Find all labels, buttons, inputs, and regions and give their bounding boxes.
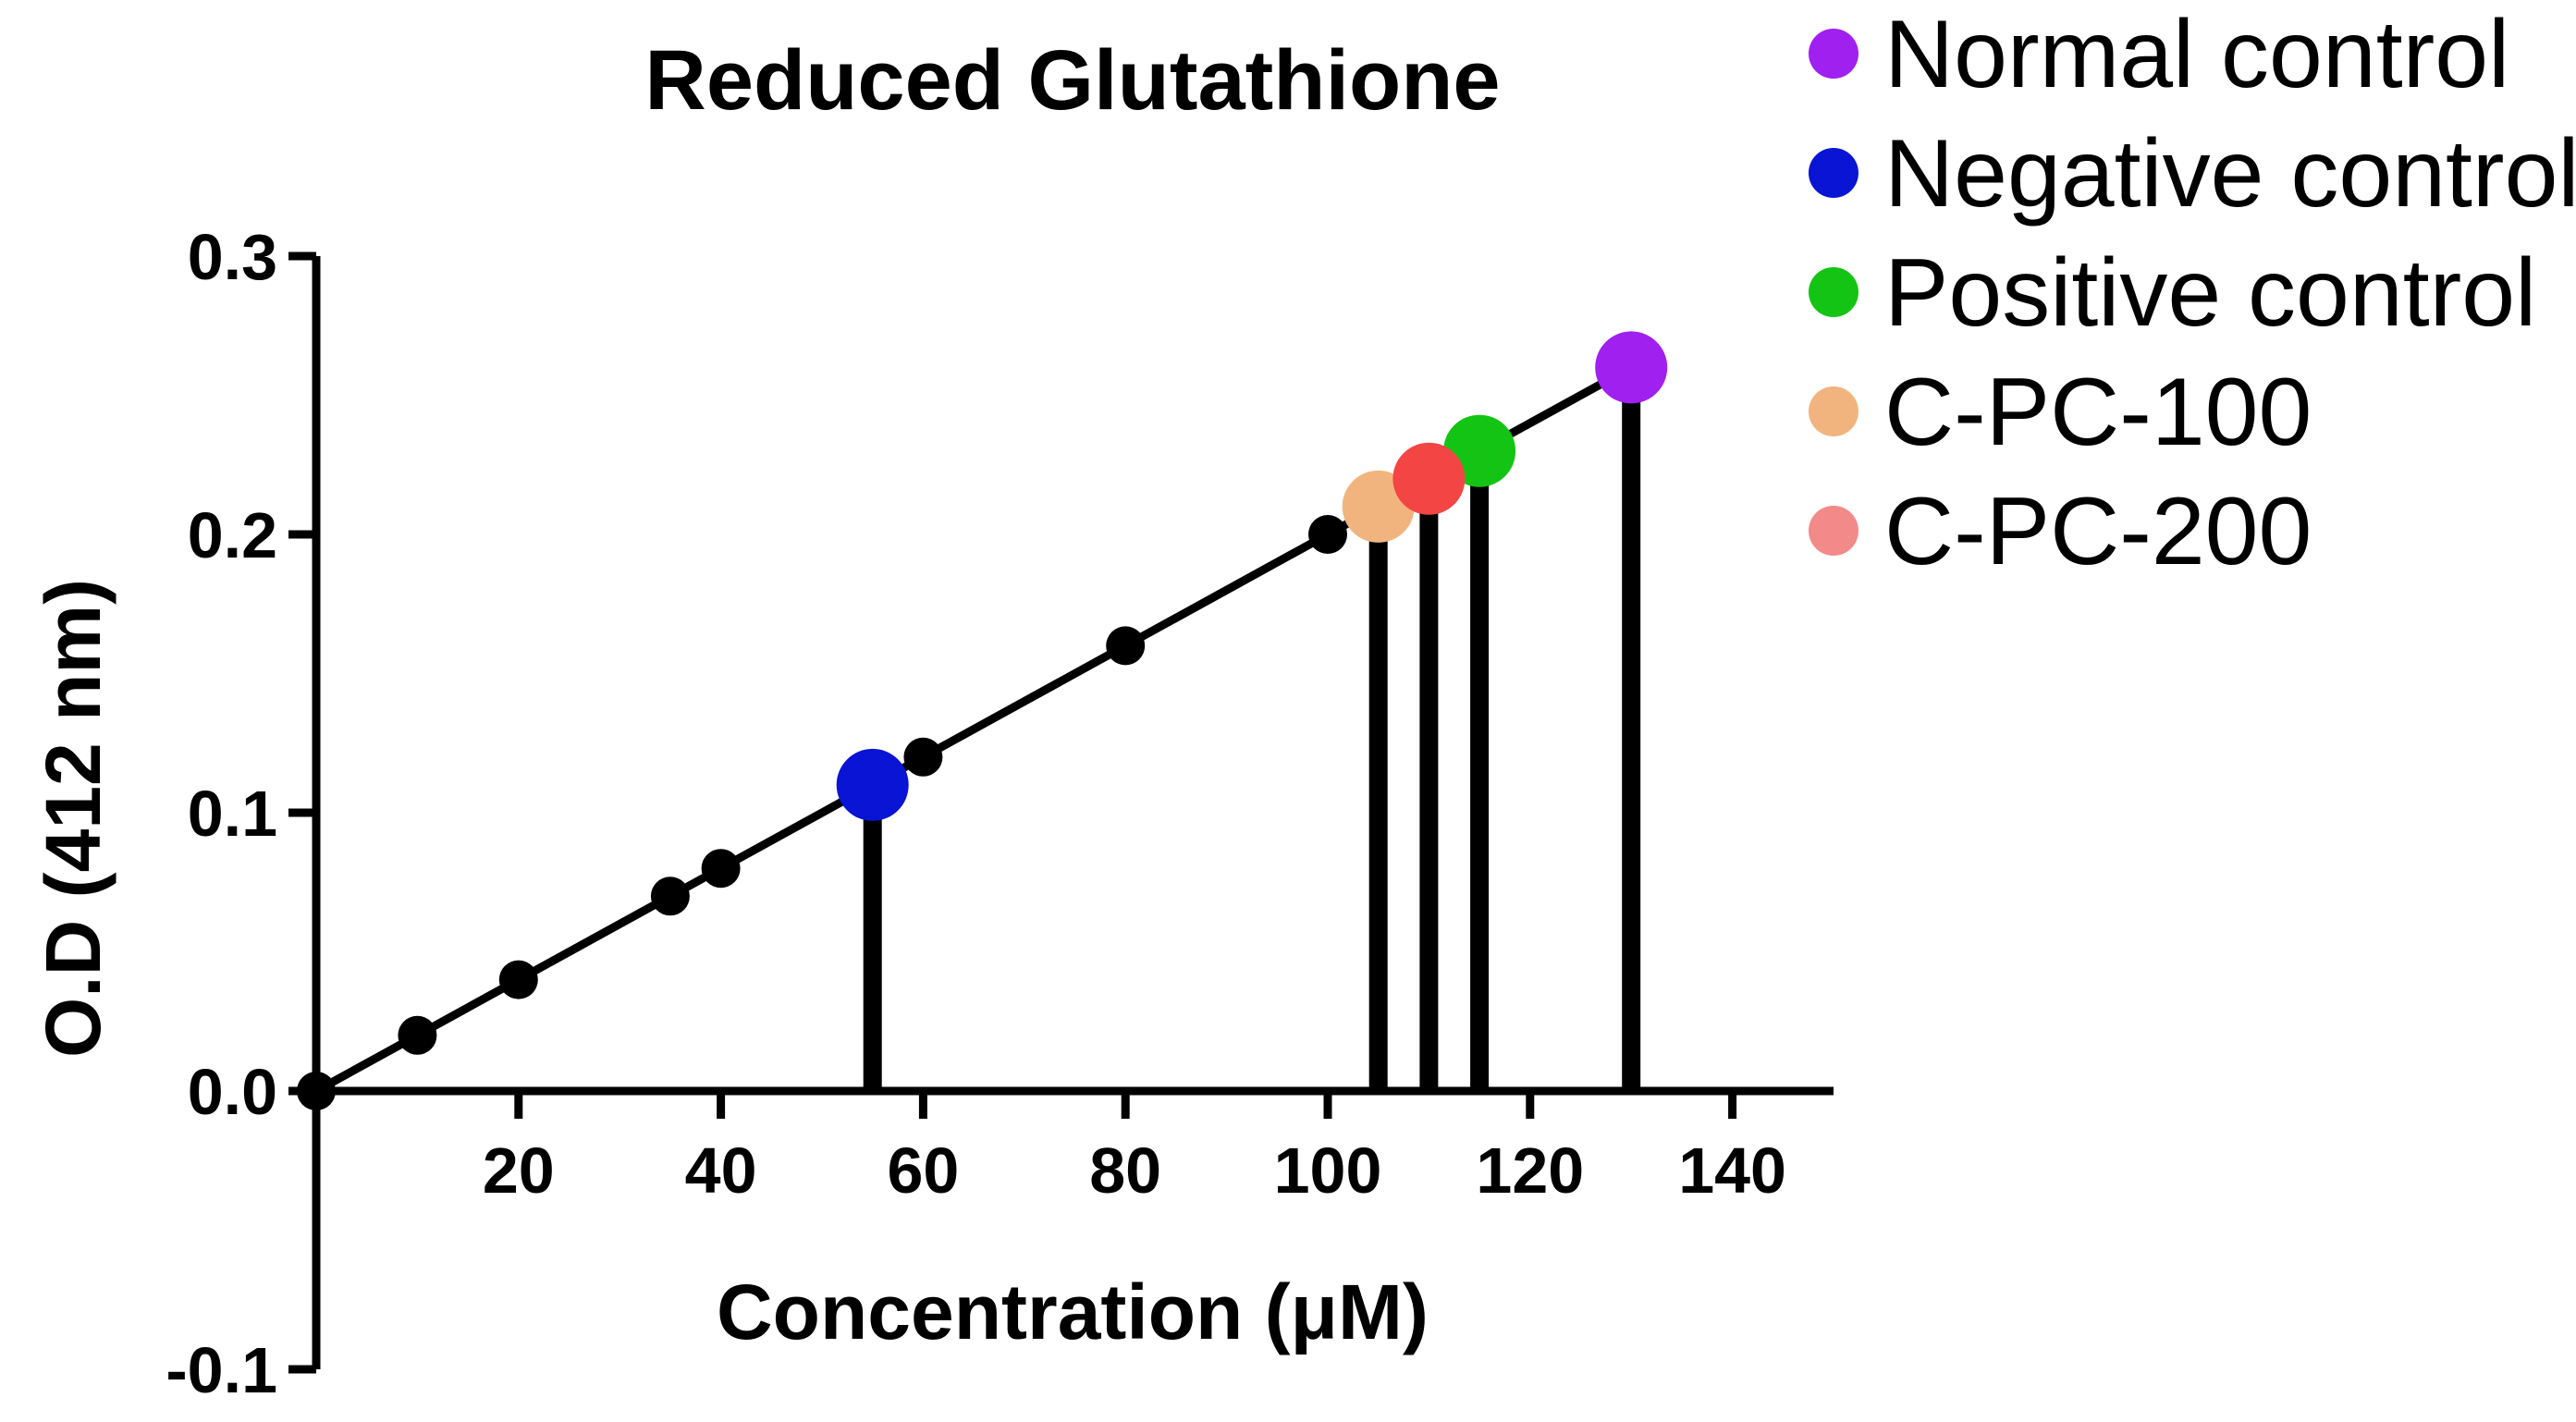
legend-marker [1809,267,1858,317]
standard-point [498,960,538,999]
standard-point [1106,626,1146,666]
x-tick-label: 120 [1476,1134,1584,1207]
standard-point [398,1015,437,1055]
standard-point [297,1072,336,1110]
x-tick-label: 40 [685,1134,757,1207]
standard-point [701,849,741,889]
x-axis-title: Concentration (μM) [717,1269,1429,1355]
data-points [297,331,1668,1110]
legend-marker [1809,386,1858,436]
x-tick-label: 60 [887,1134,959,1207]
legend-label: Normal control [1884,1,2509,108]
legend-label: Negative control [1884,120,2576,227]
sample-point [836,748,909,821]
standard-point [1308,515,1347,554]
x-tick-label: 80 [1089,1134,1161,1207]
x-tick-label: 100 [1274,1134,1382,1207]
y-tick-label: 0.3 [188,221,277,293]
legend-marker [1809,29,1858,79]
y-tick-label: -0.1 [166,1334,277,1406]
y-axis-title: O.D (412 nm) [30,579,117,1058]
y-tick-label: 0.1 [188,778,277,850]
axes: -0.1 0.0 0.1 0.2 0.3 20 40 60 80 100 120 140 [166,221,1834,1406]
legend-label: Positive control [1884,239,2536,347]
y-tick-label: 0.0 [188,1056,277,1128]
sample-point [1595,331,1668,404]
standard-point [903,737,943,777]
x-tick-label: 140 [1678,1134,1786,1207]
legend-label: C-PC-200 [1884,478,2312,585]
x-tick-label: 20 [483,1134,555,1207]
sample-point [1392,442,1466,515]
y-tick-label: 0.2 [188,499,277,571]
stems [863,367,1641,1091]
standard-point [650,876,690,916]
legend-marker [1809,148,1858,198]
legend: Normal control Negative control Positive c… [1809,1,2576,585]
legend-marker [1809,506,1858,556]
chart-title: Reduced Glutathione [644,33,1500,128]
legend-label: C-PC-100 [1884,359,2312,466]
